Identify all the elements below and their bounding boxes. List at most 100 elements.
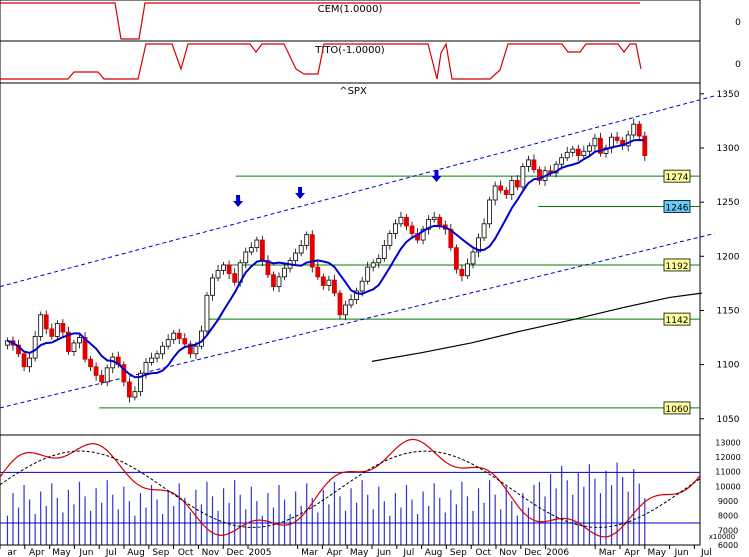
stoch-tick-label: 10000 <box>715 482 740 491</box>
cem-tick-label: 0 <box>735 18 741 28</box>
x-tick-label: 2005 <box>249 548 272 557</box>
long-moving-average <box>371 292 702 362</box>
price-title: ^SPX <box>339 86 367 97</box>
candle <box>88 358 93 368</box>
candle <box>248 247 254 253</box>
candle <box>54 323 60 337</box>
candle <box>204 294 210 332</box>
stoch-tick-label: 11000 <box>715 468 740 477</box>
candle <box>503 189 509 195</box>
x-tick-label: Oct <box>178 548 194 557</box>
candle <box>531 159 537 171</box>
candle <box>271 274 276 288</box>
candle <box>564 151 570 159</box>
candle <box>165 339 171 347</box>
price-tick-label: 1100 <box>717 361 740 371</box>
candle <box>420 228 426 241</box>
moving-average <box>7 138 645 379</box>
price-tick-label: 1350 <box>717 90 740 100</box>
x-tick-label: May <box>647 548 666 557</box>
candle <box>49 328 55 337</box>
stoch-k-line <box>0 438 701 538</box>
x-tick-label: Nov <box>499 548 517 557</box>
candle <box>581 150 587 156</box>
support-label: 1246 <box>666 203 689 213</box>
price-tick-label: 1200 <box>717 252 740 262</box>
x-tick-label: Oct <box>475 548 491 557</box>
stoch-tick-label: 6000 <box>718 541 738 550</box>
candle <box>93 366 99 376</box>
x-tick-label: Apr <box>29 548 45 557</box>
candle <box>320 276 326 286</box>
price-tick-label: 1150 <box>717 306 740 316</box>
candle <box>570 148 576 153</box>
candle <box>171 332 177 341</box>
candle <box>381 245 387 259</box>
signal-arrows <box>233 170 442 207</box>
candle <box>409 225 415 234</box>
candle <box>187 343 193 355</box>
candle <box>492 185 498 201</box>
volume-bars <box>6 462 646 545</box>
candle <box>392 223 398 234</box>
stoch-tick-label: 13000 <box>715 438 740 447</box>
candle <box>459 268 465 277</box>
x-tick-label: Aug <box>127 548 145 557</box>
x-tick-label: Mar <box>301 548 318 557</box>
candle <box>254 239 260 249</box>
candle <box>426 219 432 230</box>
candle <box>43 314 49 330</box>
candle <box>298 245 304 254</box>
stoch-tick-label: 12000 <box>715 453 740 462</box>
down-arrow-icon <box>295 187 306 199</box>
candle <box>276 276 282 288</box>
candle <box>143 362 149 374</box>
multiplier-label: x10000 <box>709 533 735 541</box>
candle <box>126 381 132 398</box>
candle <box>71 342 77 353</box>
candle <box>32 336 38 359</box>
x-tick-label: Jun <box>674 548 689 557</box>
cem-panel: CEM(1.0000) 0 <box>0 0 741 42</box>
support-label: 1274 <box>666 173 689 183</box>
candle <box>575 148 581 156</box>
candle <box>326 279 332 286</box>
candle <box>559 157 565 165</box>
x-tick-label: ar <box>7 548 17 557</box>
candle <box>642 135 648 156</box>
candle <box>226 264 232 275</box>
candle <box>176 332 182 340</box>
candle <box>476 237 481 253</box>
x-tick-label: Sep <box>450 548 467 557</box>
tito-panel: TITO(-1.0000) 0 <box>0 40 741 84</box>
stoch-tick-label: 9000 <box>718 497 738 506</box>
candle <box>99 375 105 383</box>
cem-series <box>0 2 640 40</box>
x-tick-label: Dec <box>524 548 541 557</box>
candle <box>60 323 66 333</box>
candle <box>132 391 138 398</box>
support-label-box <box>663 312 691 326</box>
candle <box>526 159 531 167</box>
cem-title: CEM(1.0000) <box>318 4 383 15</box>
down-arrow-icon <box>431 170 442 182</box>
candle <box>498 185 504 191</box>
price-tick-label: 1300 <box>717 144 740 154</box>
x-tick-label: Nov <box>202 548 220 557</box>
candle <box>309 234 315 268</box>
channel-line <box>0 233 715 409</box>
candle <box>215 269 221 279</box>
candle <box>232 273 238 283</box>
candle <box>149 357 154 363</box>
candle <box>138 372 143 393</box>
candle <box>160 345 166 355</box>
x-tick-label: Jul <box>700 548 712 557</box>
stoch-axis: 6000 7000 8000 9000 10000 11000 12000 13000 <box>715 438 740 550</box>
candle <box>603 147 609 154</box>
stoch-tick-label: 8000 <box>718 512 738 521</box>
candle <box>437 216 443 226</box>
candle <box>431 216 437 220</box>
down-arrow-icon <box>233 195 244 207</box>
candle <box>537 169 542 181</box>
